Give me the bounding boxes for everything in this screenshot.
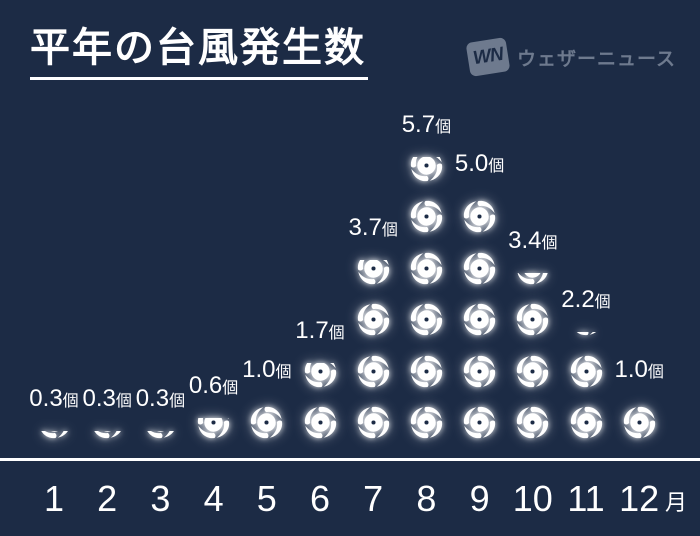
typhoon-icon bbox=[87, 431, 128, 443]
typhoon-icon bbox=[566, 351, 607, 392]
value-number: 0.3 bbox=[135, 385, 170, 412]
value-label: 0.6個 bbox=[189, 374, 238, 401]
value-number: 3.7 bbox=[348, 213, 382, 241]
typhoon-icon bbox=[512, 299, 553, 340]
typhoon-icon-partial bbox=[140, 431, 181, 443]
typhoon-icon bbox=[459, 196, 500, 237]
typhoon-icon bbox=[140, 431, 181, 443]
value-label: 0.3個 bbox=[29, 387, 78, 414]
value-label: 5.7個 bbox=[401, 110, 452, 140]
typhoon-icon bbox=[406, 351, 447, 392]
value-unit: 個 bbox=[169, 393, 186, 410]
typhoon-icon bbox=[406, 156, 447, 186]
value-unit: 個 bbox=[381, 221, 398, 239]
x-axis-label: 5 bbox=[256, 478, 277, 519]
value-unit: 個 bbox=[541, 234, 558, 252]
typhoon-icon bbox=[512, 402, 553, 443]
typhoon-icon bbox=[619, 402, 660, 443]
typhoon-icon bbox=[459, 351, 500, 392]
typhoon-icon bbox=[353, 299, 394, 340]
typhoon-icon bbox=[300, 362, 341, 392]
value-number: 0.3 bbox=[82, 385, 116, 412]
value-number: 2.2 bbox=[561, 286, 595, 313]
value-label: 5.0個 bbox=[455, 152, 504, 179]
value-label: 0.3個 bbox=[82, 387, 131, 414]
typhoon-icon-partial bbox=[512, 272, 553, 289]
typhoon-icon bbox=[459, 299, 500, 340]
typhoon-icon bbox=[353, 259, 394, 289]
x-axis-label: 3 bbox=[150, 478, 171, 519]
value-number: 5.0 bbox=[454, 150, 489, 177]
value-unit: 個 bbox=[62, 393, 79, 410]
x-axis-label: 9 bbox=[469, 478, 490, 519]
typhoon-icon bbox=[406, 248, 447, 289]
value-label: 1.0個 bbox=[614, 358, 663, 385]
title-underline bbox=[30, 77, 368, 80]
value-unit: 個 bbox=[488, 158, 505, 175]
value-number: 1.0 bbox=[614, 356, 648, 383]
x-axis-unit: 月 bbox=[664, 490, 688, 515]
typhoon-icon-partial bbox=[406, 156, 447, 186]
value-number: 0.3 bbox=[29, 385, 63, 412]
typhoon-icon bbox=[353, 402, 394, 443]
value-label: 0.3個 bbox=[136, 387, 185, 414]
typhoon-icon bbox=[246, 402, 287, 443]
value-number: 1.0 bbox=[242, 356, 276, 383]
typhoon-icon-partial bbox=[566, 332, 607, 340]
x-axis-label: 7 bbox=[363, 478, 384, 519]
page-title: 平年の台風発生数 bbox=[30, 26, 366, 70]
typhoon-icon-partial bbox=[87, 431, 128, 443]
typhoon-icon bbox=[459, 402, 500, 443]
x-axis-label: 12 bbox=[619, 478, 660, 519]
x-axis-label: 4 bbox=[203, 478, 224, 519]
typhoon-icon bbox=[406, 299, 447, 340]
title-block: 平年の台風発生数 bbox=[30, 24, 368, 80]
x-axis-line bbox=[0, 458, 700, 461]
typhoon-icon bbox=[512, 351, 553, 392]
typhoon-icon bbox=[459, 248, 500, 289]
value-unit: 個 bbox=[647, 364, 664, 381]
value-number: 3.4 bbox=[508, 226, 542, 254]
value-number: 1.7 bbox=[295, 316, 329, 344]
x-axis-label: 1 bbox=[43, 478, 65, 519]
typhoon-icon-partial bbox=[353, 259, 394, 289]
typhoon-icon bbox=[566, 402, 607, 443]
typhoon-icon bbox=[300, 402, 341, 443]
typhoon-icon bbox=[512, 272, 553, 289]
typhoon-icon bbox=[566, 332, 607, 340]
value-label: 3.7個 bbox=[348, 213, 398, 243]
x-axis-label: 10 bbox=[512, 478, 553, 519]
value-label: 2.2個 bbox=[561, 288, 610, 315]
typhoon-icon bbox=[353, 351, 394, 392]
value-label: 1.7個 bbox=[295, 316, 345, 346]
value-unit: 個 bbox=[222, 380, 239, 397]
typhoon-icon-partial bbox=[300, 362, 341, 392]
value-unit: 個 bbox=[115, 393, 132, 410]
weathernews-logo: WN ウェザーニュース bbox=[465, 37, 676, 77]
value-label: 3.4個 bbox=[508, 226, 558, 256]
typhoon-icon-partial bbox=[34, 431, 75, 443]
value-label: 1.0個 bbox=[242, 358, 291, 385]
value-number: 0.6 bbox=[188, 372, 223, 399]
typhoon-icon bbox=[406, 402, 447, 443]
typhoon-icon bbox=[34, 431, 75, 443]
typhoon-icon-partial bbox=[193, 418, 234, 443]
typhoon-icon bbox=[406, 196, 447, 237]
value-number: 5.7 bbox=[401, 110, 436, 138]
x-axis-label: 11 bbox=[567, 478, 605, 519]
x-axis-label: 6 bbox=[309, 478, 331, 519]
value-unit: 個 bbox=[328, 324, 345, 342]
value-unit: 個 bbox=[275, 364, 292, 381]
x-axis-label: 8 bbox=[416, 478, 437, 519]
x-axis-label: 2 bbox=[97, 478, 118, 519]
typhoon-icon bbox=[193, 418, 234, 443]
brand-name: ウェザーニュース bbox=[516, 48, 676, 70]
value-unit: 個 bbox=[594, 294, 611, 311]
value-unit: 個 bbox=[435, 118, 452, 136]
